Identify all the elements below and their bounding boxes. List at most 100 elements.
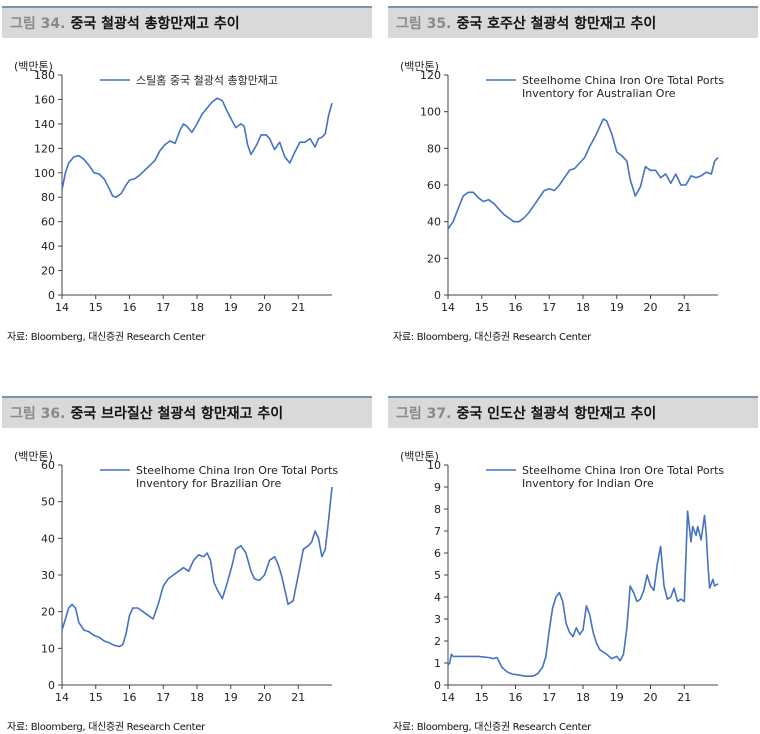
y-tick-label: 20 [427, 252, 441, 265]
source-note: 자료: Bloomberg, 대신증권 Research Center [7, 332, 205, 343]
legend-label: Steelhome China Iron Ore Total Ports [522, 464, 724, 477]
legend-label: Inventory for Indian Ore [522, 477, 654, 490]
x-tick-label: 17 [156, 691, 170, 704]
y-tick-label: 120 [34, 142, 55, 155]
y-tick-label: 7 [434, 525, 441, 538]
y-tick-label: 160 [34, 93, 55, 106]
figure-number: 그림 37. [396, 406, 452, 422]
y-tick-label: 30 [41, 569, 55, 582]
y-tick-label: 9 [434, 481, 441, 494]
figure-title: 중국 인도산 철광석 항만재고 추이 [456, 406, 657, 422]
series-line [447, 118, 719, 230]
legend-label: Steelhome China Iron Ore Total Ports [522, 74, 724, 87]
chart-panel: 그림 34. 중국 철광석 총항만재고 추이 (백만톤) 0 20 40 60 80 100… [2, 6, 372, 343]
legend-label: Inventory for Australian Ore [522, 87, 676, 100]
x-tick-label: 17 [156, 301, 170, 314]
series-line [447, 510, 719, 677]
legend-label: Inventory for Brazilian Ore [136, 477, 282, 490]
line-chart: (백만톤) 0 20 40 60 80 100 120 140 160 180 14 15 16 17 18 1… [14, 60, 333, 314]
x-tick-label: 18 [576, 691, 590, 704]
x-tick-label: 20 [644, 691, 658, 704]
figure-title: 중국 브라질산 철광석 항만재고 추이 [70, 406, 284, 422]
line-chart: (백만톤) 0 1 2 3 4 5 6 7 8 9 10 14 15 16 17 18 19 20 21 Steelho… [400, 450, 724, 704]
y-tick-label: 100 [34, 167, 55, 180]
y-tick-label: 4 [434, 591, 441, 604]
x-tick-label: 21 [291, 301, 305, 314]
figure-header: 그림 34. 중국 철광석 총항만재고 추이 [2, 6, 372, 38]
figure-header: 그림 37. 중국 인도산 철광석 항만재고 추이 [388, 396, 758, 428]
x-tick-label: 19 [610, 301, 624, 314]
x-tick-label: 18 [190, 691, 204, 704]
y-tick-label: 100 [420, 106, 441, 119]
y-tick-label: 60 [427, 179, 441, 192]
x-tick-label: 15 [475, 691, 489, 704]
x-tick-label: 17 [542, 301, 556, 314]
chart-panel: 그림 35. 중국 호주산 철광석 항만재고 추이 (백만톤) 0 20 40 60 80… [388, 6, 758, 343]
figure-header: 그림 36. 중국 브라질산 철광석 항만재고 추이 [2, 396, 372, 428]
x-tick-label: 18 [190, 301, 204, 314]
x-tick-label: 15 [89, 691, 103, 704]
y-tick-label: 10 [427, 459, 441, 472]
y-tick-label: 20 [41, 606, 55, 619]
y-tick-label: 60 [41, 216, 55, 229]
legend-label: 스틸홈 중국 철광석 총항만재고 [136, 73, 278, 87]
unit-label: (백만톤) [400, 60, 439, 73]
series-line [61, 97, 333, 198]
line-chart: (백만톤) 0 20 40 60 80 100 120 14 15 16 17 18 19 20 21 Stee… [400, 60, 724, 314]
figure-number: 그림 36. [10, 406, 66, 422]
y-tick-label: 3 [434, 613, 441, 626]
y-tick-label: 0 [48, 289, 55, 302]
unit-label: (백만톤) [14, 60, 53, 73]
y-tick-label: 80 [41, 191, 55, 204]
y-tick-label: 180 [34, 69, 55, 82]
x-tick-label: 16 [123, 301, 137, 314]
x-tick-label: 21 [677, 691, 691, 704]
source-note: 자료: Bloomberg, 대신증권 Research Center [7, 722, 205, 733]
x-tick-label: 17 [542, 691, 556, 704]
x-tick-label: 14 [441, 691, 455, 704]
y-tick-label: 0 [48, 679, 55, 692]
x-tick-label: 19 [224, 691, 238, 704]
series-line [61, 486, 333, 648]
x-tick-label: 16 [123, 691, 137, 704]
x-tick-label: 14 [55, 691, 69, 704]
legend-label: Steelhome China Iron Ore Total Ports [136, 464, 338, 477]
figure-title: 중국 철광석 총항만재고 추이 [70, 16, 240, 32]
y-tick-label: 50 [41, 496, 55, 509]
x-tick-label: 18 [576, 301, 590, 314]
x-tick-label: 21 [291, 691, 305, 704]
x-tick-label: 14 [441, 301, 455, 314]
x-tick-label: 19 [224, 301, 238, 314]
y-tick-label: 80 [427, 142, 441, 155]
source-note: 자료: Bloomberg, 대신증권 Research Center [393, 722, 591, 733]
y-tick-label: 2 [434, 635, 441, 648]
y-tick-label: 10 [41, 642, 55, 655]
x-tick-label: 15 [475, 301, 489, 314]
x-tick-label: 16 [509, 301, 523, 314]
y-tick-label: 20 [41, 265, 55, 278]
x-tick-label: 19 [610, 691, 624, 704]
unit-label: (백만톤) [14, 450, 53, 463]
figure-header: 그림 35. 중국 호주산 철광석 항만재고 추이 [388, 6, 758, 38]
y-tick-label: 40 [41, 240, 55, 253]
y-tick-label: 0 [434, 289, 441, 302]
figure-title: 중국 호주산 철광석 항만재고 추이 [456, 16, 657, 32]
y-tick-label: 40 [41, 532, 55, 545]
x-tick-label: 15 [89, 301, 103, 314]
source-note: 자료: Bloomberg, 대신증권 Research Center [393, 332, 591, 343]
chart-panel: 그림 36. 중국 브라질산 철광석 항만재고 추이 (백만톤) 0 10 20 30 4… [2, 396, 372, 733]
y-tick-label: 1 [434, 657, 441, 670]
line-chart: (백만톤) 0 10 20 30 40 50 60 14 15 16 17 18 19 20 21 Steelh… [14, 450, 338, 704]
x-tick-label: 16 [509, 691, 523, 704]
chart-panel: 그림 37. 중국 인도산 철광석 항만재고 추이 (백만톤) 0 1 2 3 4 5 6 7 8… [388, 396, 758, 733]
x-tick-label: 20 [644, 301, 658, 314]
y-tick-label: 0 [434, 679, 441, 692]
y-tick-label: 140 [34, 118, 55, 131]
x-tick-label: 21 [677, 301, 691, 314]
x-tick-label: 14 [55, 301, 69, 314]
x-tick-label: 20 [258, 691, 272, 704]
y-tick-label: 6 [434, 547, 441, 560]
x-tick-label: 20 [258, 301, 272, 314]
y-tick-label: 120 [420, 69, 441, 82]
y-tick-label: 60 [41, 459, 55, 472]
